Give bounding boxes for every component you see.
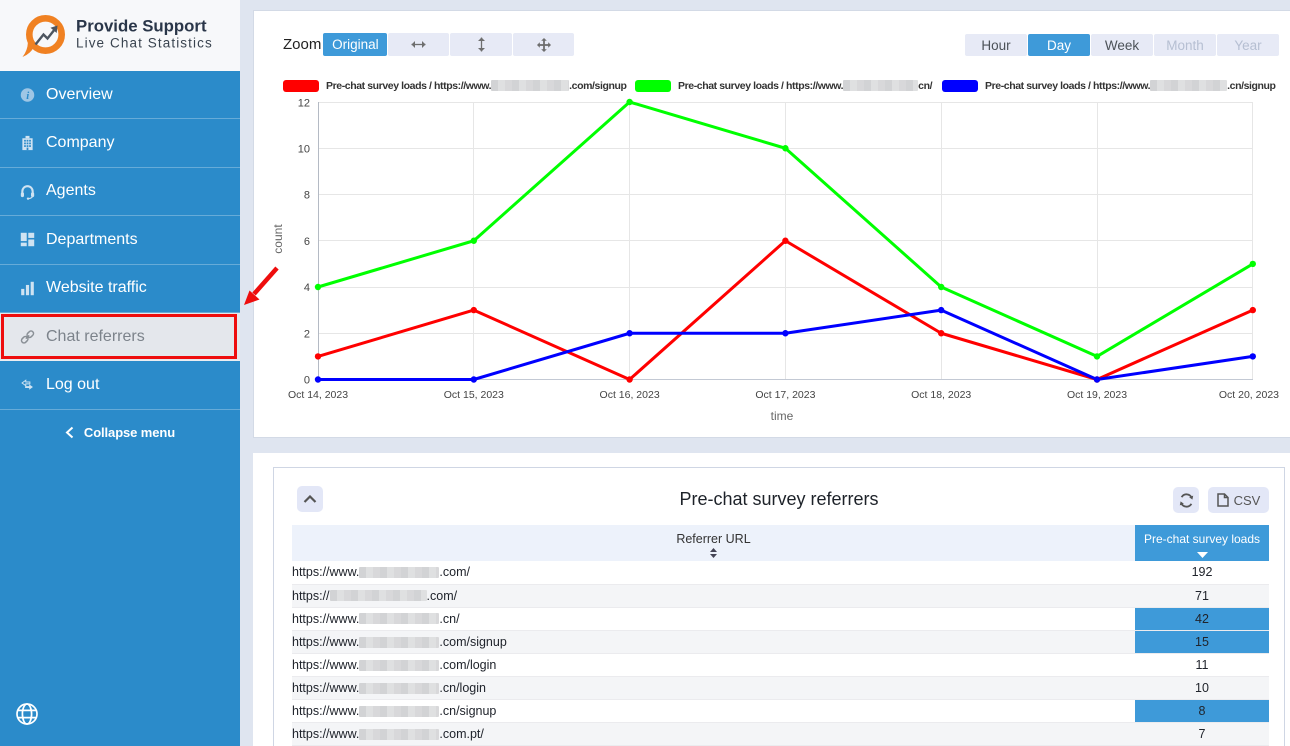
svg-text:Oct 15, 2023: Oct 15, 2023 — [444, 389, 504, 401]
svg-text:2: 2 — [304, 329, 310, 341]
svg-text:8: 8 — [304, 190, 310, 202]
svg-text:count: count — [271, 224, 285, 254]
svg-text:Oct 20, 2023: Oct 20, 2023 — [1219, 389, 1279, 401]
svg-text:Oct 19, 2023: Oct 19, 2023 — [1067, 389, 1127, 401]
svg-text:time: time — [771, 409, 794, 423]
svg-text:Oct 14, 2023: Oct 14, 2023 — [288, 389, 348, 401]
svg-text:Provide Support: Provide Support — [76, 16, 207, 35]
svg-text:Oct 18, 2023: Oct 18, 2023 — [911, 389, 971, 401]
svg-text:0: 0 — [304, 375, 310, 387]
svg-text:10: 10 — [298, 144, 310, 156]
svg-text:12: 12 — [298, 98, 310, 110]
svg-text:Oct 17, 2023: Oct 17, 2023 — [755, 389, 815, 401]
svg-text:Oct 16, 2023: Oct 16, 2023 — [600, 389, 660, 401]
svg-text:Live Chat Statistics: Live Chat Statistics — [76, 35, 213, 50]
svg-text:i: i — [26, 90, 29, 102]
svg-text:6: 6 — [304, 236, 310, 248]
svg-text:4: 4 — [304, 282, 310, 294]
